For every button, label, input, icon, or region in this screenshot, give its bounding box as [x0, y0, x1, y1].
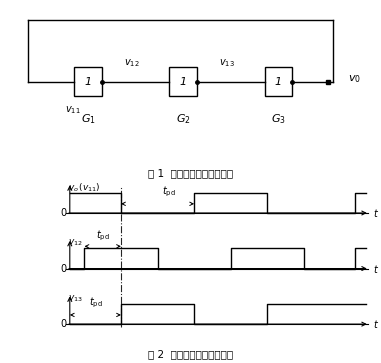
Text: 图 1  环形振荡器的原理电路: 图 1 环形振荡器的原理电路 — [148, 168, 233, 178]
Text: 0: 0 — [61, 264, 67, 274]
Text: $v_{13}$: $v_{13}$ — [68, 293, 83, 304]
Text: $v_{12}$: $v_{12}$ — [68, 238, 83, 248]
Text: 0: 0 — [61, 208, 67, 218]
Text: $G_2$: $G_2$ — [176, 112, 190, 126]
Text: $t_{\rm pd}$: $t_{\rm pd}$ — [162, 185, 175, 199]
Text: 1: 1 — [85, 77, 92, 87]
Text: $t_{\rm pd}$: $t_{\rm pd}$ — [96, 228, 110, 242]
Text: $t$: $t$ — [373, 207, 379, 219]
Text: $t$: $t$ — [373, 262, 379, 274]
Text: $t_{\rm pd}$: $t_{\rm pd}$ — [88, 296, 102, 310]
Bar — [74, 67, 102, 97]
Text: 1: 1 — [179, 77, 187, 87]
Text: $t$: $t$ — [373, 318, 379, 330]
Bar — [264, 67, 292, 97]
Text: 图 2  环形振荡器的工作波形: 图 2 环形振荡器的工作波形 — [148, 349, 233, 359]
Text: $G_1$: $G_1$ — [81, 112, 96, 126]
Bar — [170, 67, 197, 97]
Text: $G_3$: $G_3$ — [271, 112, 286, 126]
Text: $v_0$: $v_0$ — [348, 73, 361, 85]
Text: $v_o\,(v_{11})$: $v_o\,(v_{11})$ — [68, 181, 101, 194]
Text: 0: 0 — [61, 319, 67, 329]
Text: $v_{12}$: $v_{12}$ — [124, 57, 140, 69]
Text: $v_{13}$: $v_{13}$ — [219, 57, 235, 69]
Text: $v_{11}$: $v_{11}$ — [65, 105, 80, 117]
Text: 1: 1 — [275, 77, 282, 87]
